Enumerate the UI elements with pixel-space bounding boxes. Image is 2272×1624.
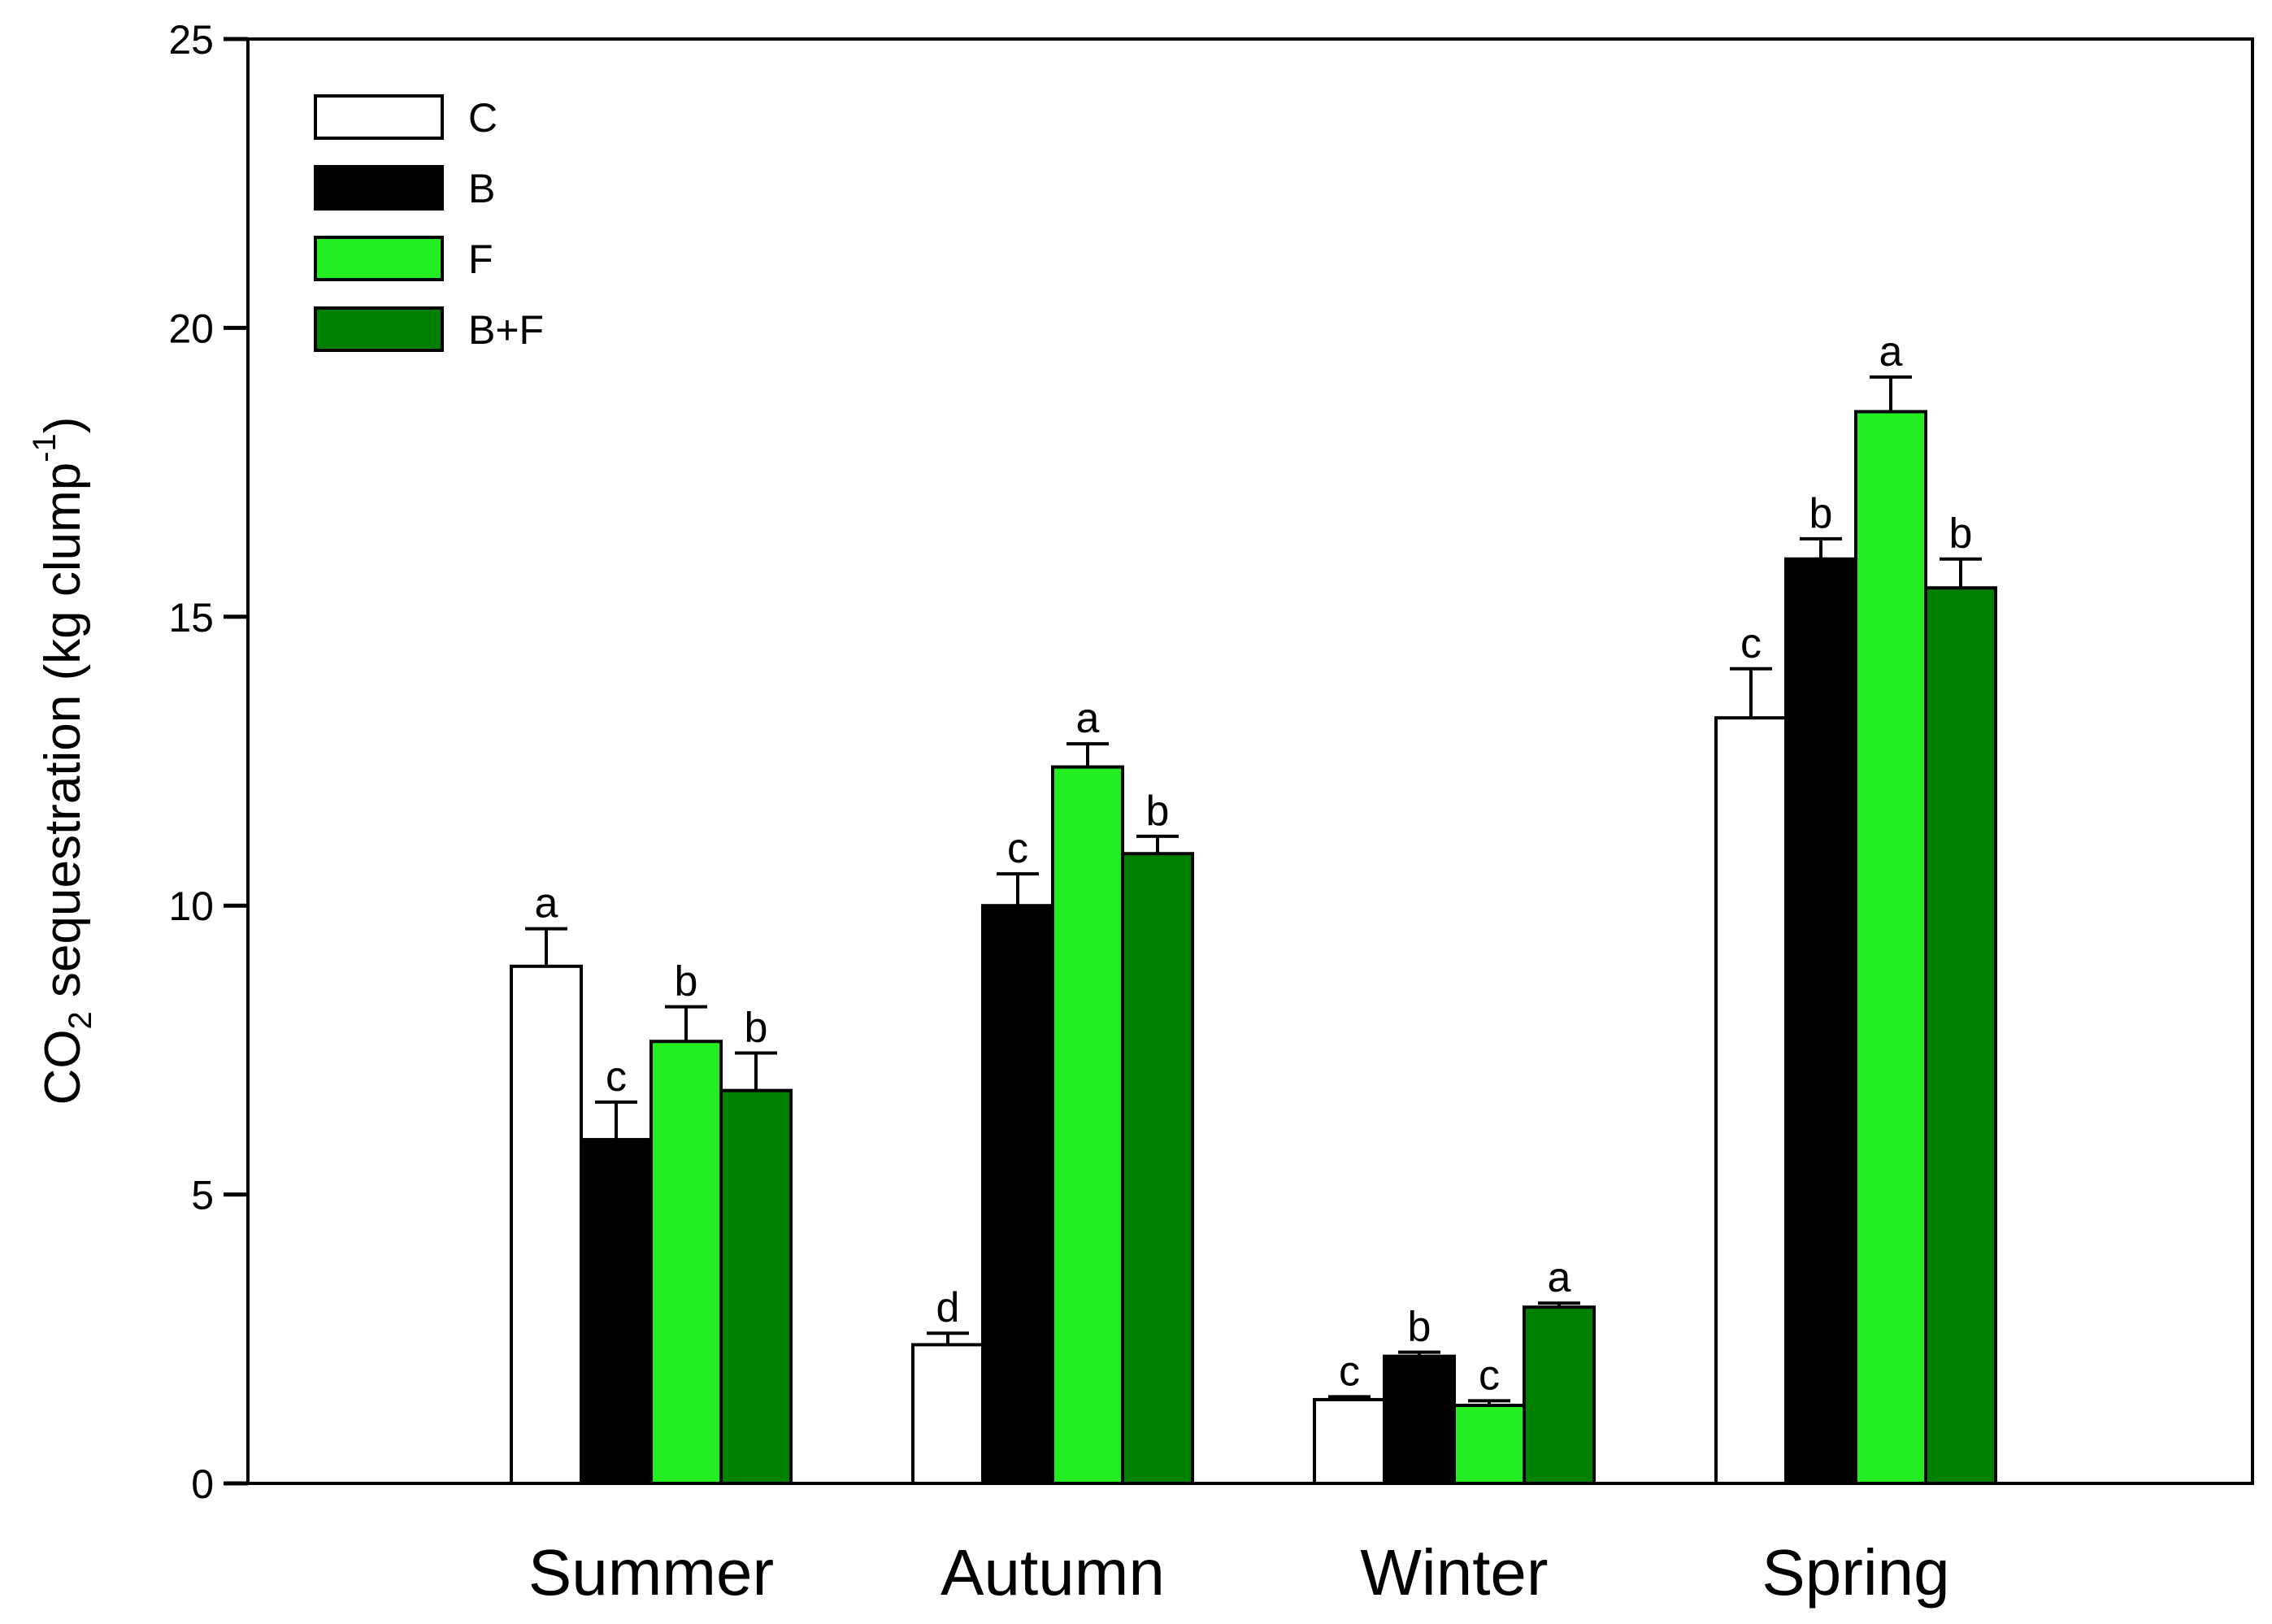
significance-label: c [1740, 620, 1762, 667]
significance-label: b [1146, 788, 1170, 835]
category-label-summer: Summer [528, 1536, 774, 1609]
y-axis: 0 5 10 15 20 25 [168, 17, 248, 1507]
significance-label: c [1339, 1348, 1360, 1395]
bar-summer-c [510, 964, 583, 1485]
legend-swatch-c [314, 94, 444, 140]
significance-label: c [1479, 1352, 1500, 1399]
y-axis-title-prefix: CO [35, 1029, 91, 1105]
x-axis-category-labels: Summer Autumn Winter Spring [528, 1536, 1950, 1609]
bars-layer [510, 410, 1997, 1486]
plot-frame [246, 37, 2254, 1485]
legend-label: F [468, 237, 493, 282]
bar-winter-c [1313, 1397, 1386, 1485]
bar-spring-b [1784, 557, 1857, 1485]
bar-winter-b [1383, 1354, 1456, 1486]
significance-label: c [1007, 825, 1028, 872]
y-axis-title-suffix: ) [35, 417, 91, 434]
bar-autumn-c [911, 1343, 984, 1485]
significance-label: b [1408, 1304, 1431, 1351]
significance-label: b [1949, 510, 1973, 558]
y-tick-label: 5 [191, 1173, 214, 1218]
y-axis-title-superscript: -1 [27, 433, 63, 462]
y-tick-label: 25 [168, 17, 214, 63]
significance-label: a [535, 880, 558, 927]
bar-summer-b [580, 1138, 653, 1485]
bar-summer-bplusf [719, 1088, 793, 1485]
y-tick-label: 20 [168, 306, 214, 351]
bar-autumn-bplusf [1121, 852, 1194, 1485]
bar-spring-f [1854, 410, 1927, 1486]
bar-summer-f [649, 1040, 723, 1486]
y-tick-label: 10 [168, 884, 214, 929]
bar-winter-f [1453, 1404, 1526, 1485]
legend-label: B [468, 166, 495, 211]
bar-winter-bplusf [1523, 1305, 1596, 1486]
significance-label: a [1076, 695, 1100, 742]
y-tick-label: 15 [168, 595, 214, 640]
legend: CBF B+F [314, 94, 544, 353]
significance-label: b [1809, 490, 1833, 537]
category-label-autumn: Autumn [941, 1536, 1165, 1609]
bar-autumn-b [981, 904, 1054, 1485]
significance-label: a [1879, 328, 1903, 376]
error-bars-layer [525, 375, 1982, 1406]
significance-label: a [1548, 1254, 1571, 1301]
significance-label: d [936, 1284, 960, 1331]
y-axis-title-subscript: 2 [63, 1011, 98, 1029]
significance-label: b [675, 958, 698, 1005]
legend-swatch-bplusf [314, 306, 444, 352]
category-label-spring: Spring [1762, 1536, 1949, 1609]
significance-label: c [606, 1053, 627, 1101]
significance-label: b [745, 1004, 768, 1051]
bar-spring-bplusf [1924, 586, 1997, 1485]
legend-label: C [468, 95, 497, 141]
legend-label: B+F [468, 307, 544, 353]
category-label-winter: Winter [1360, 1536, 1548, 1609]
y-axis-title-middle: sequestration (kg clump [35, 462, 91, 1011]
legend-swatch-b [314, 165, 444, 211]
bar-autumn-f [1051, 765, 1124, 1485]
legend-swatch-f [314, 236, 444, 281]
bar-spring-c [1714, 716, 1788, 1485]
y-tick-label: 0 [191, 1461, 214, 1507]
y-axis-title: CO2 sequestration (kg clump-1) [27, 417, 98, 1105]
